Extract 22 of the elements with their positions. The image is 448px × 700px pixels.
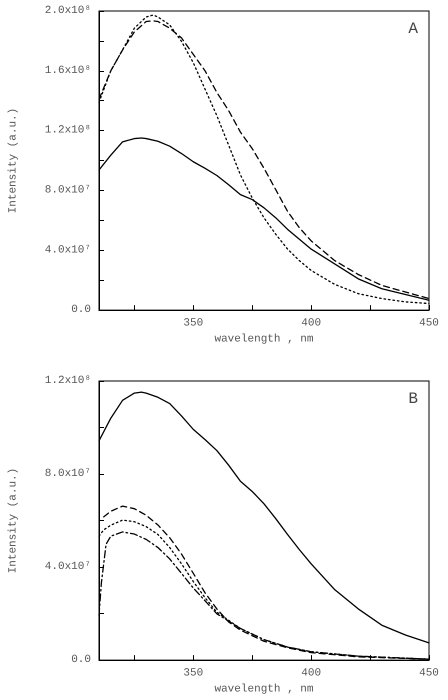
y-tick-label: 1.2x10⁸ — [44, 124, 91, 137]
x-tick-label: 450 — [419, 318, 439, 330]
annotation: A — [408, 20, 418, 38]
annotation: B — [408, 390, 418, 408]
y-tick-label: 4.0x10⁷ — [44, 244, 91, 256]
y-axis-title: Intensity (a.u.) — [8, 108, 20, 214]
x-tick-label: 450 — [419, 668, 439, 680]
y-tick-label: 0.0 — [71, 654, 91, 666]
y-tick-label: 4.0x10⁷ — [44, 561, 91, 574]
x-tick-label: 350 — [183, 318, 204, 330]
x-tick-label: 350 — [183, 668, 204, 680]
y-tick-label: 8.0x10⁷ — [44, 468, 91, 480]
x-axis-title: wavelength , nm — [214, 334, 314, 346]
y-axis-title: Intensity (a.u.) — [8, 468, 20, 574]
y-tick-label: 0.0 — [71, 304, 91, 316]
y-tick-label: 1.6x10⁸ — [44, 64, 91, 77]
y-tick-label: 8.0x10⁷ — [44, 184, 91, 196]
y-tick-label: 1.2x10⁸ — [44, 375, 91, 387]
x-tick-label: 400 — [301, 668, 322, 680]
x-tick-label: 400 — [301, 318, 322, 330]
x-axis-title: wavelength , nm — [214, 684, 314, 696]
y-tick-label: 2.0x10⁸ — [44, 5, 91, 17]
